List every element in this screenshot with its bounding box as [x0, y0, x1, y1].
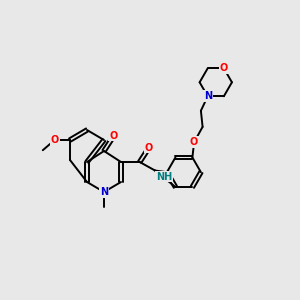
- Text: N: N: [204, 91, 212, 101]
- Text: O: O: [51, 135, 59, 145]
- Text: O: O: [220, 63, 228, 73]
- Text: O: O: [145, 142, 153, 152]
- Text: O: O: [109, 130, 118, 140]
- Text: NH: NH: [156, 172, 172, 182]
- Text: N: N: [100, 187, 108, 197]
- Text: N: N: [204, 91, 212, 101]
- Text: O: O: [190, 137, 198, 147]
